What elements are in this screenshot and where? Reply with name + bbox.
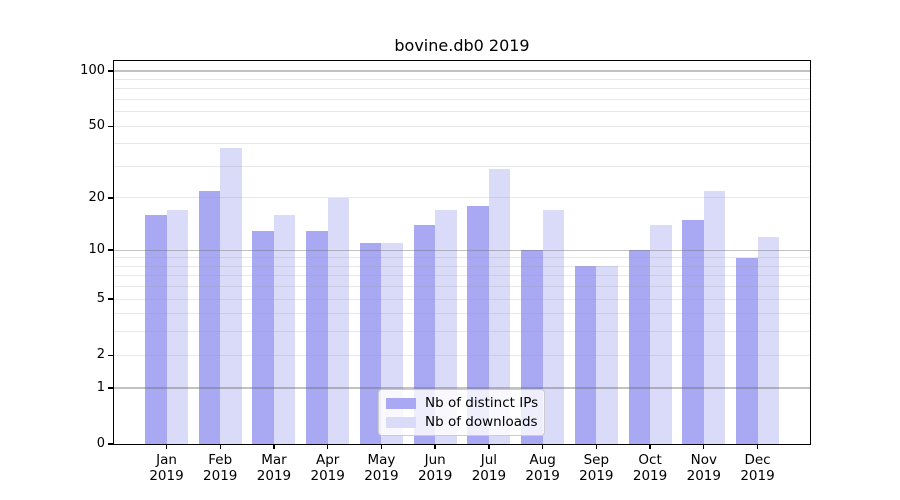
x-axis-tick-label-Dec: Dec 2019 — [740, 452, 775, 484]
x-axis-tick-Sep — [595, 444, 598, 449]
x-axis-tick-label-Feb: Feb 2019 — [203, 452, 238, 484]
y-axis-tick-2 — [108, 354, 113, 356]
gridline-major-10 — [114, 249, 810, 251]
y-axis-tick-10 — [108, 249, 113, 251]
x-axis-tick-Nov — [703, 444, 705, 449]
y-axis-tick-100 — [108, 70, 113, 72]
bar-dl-Jul — [488, 169, 511, 444]
x-axis-tick-Apr — [326, 444, 329, 449]
gridline-minor-5 — [114, 298, 810, 300]
bar-dl-Dec — [757, 236, 780, 444]
gridline-minor-50 — [114, 125, 810, 127]
gridline-minor-30 — [114, 165, 810, 167]
gridline-major-1 — [114, 387, 810, 389]
y-axis-tick-label-20: 20 — [88, 189, 105, 205]
gridline-minor-7 — [114, 275, 810, 277]
legend: Nb of distinct IPs Nb of downloads — [378, 389, 545, 436]
bar-ips-Nov — [682, 219, 704, 444]
x-axis-tick-Aug — [541, 444, 544, 449]
legend-label-distinct-ips: Nb of distinct IPs — [425, 395, 539, 411]
y-axis-tick-50 — [108, 125, 113, 127]
bar-ips-Apr — [306, 230, 328, 444]
x-axis-tick-label-Jun: Jun 2019 — [417, 452, 453, 484]
y-axis-tick-label-10: 10 — [88, 242, 105, 258]
y-axis-tick-label-50: 50 — [88, 118, 105, 134]
y-axis-tick-label-5: 5 — [96, 291, 105, 307]
x-axis-tick-Jun — [434, 444, 436, 449]
legend-swatch-downloads — [386, 416, 416, 428]
chart-title: bovine.db0 2019 — [394, 36, 530, 55]
x-axis-tick-label-May: May 2019 — [364, 452, 399, 484]
x-axis-tick-Jan — [165, 444, 168, 449]
y-axis-tick-5 — [108, 298, 113, 300]
gridline-minor-4 — [114, 313, 810, 315]
x-axis-tick-Feb — [219, 444, 221, 449]
y-axis-tick-20 — [108, 197, 113, 199]
x-axis-tick-label-Sep: Sep 2019 — [579, 452, 614, 484]
x-axis-tick-label-Nov: Nov 2019 — [686, 452, 721, 484]
legend-item-downloads: Nb of downloads — [386, 415, 544, 429]
y-axis-tick-label-1: 1 — [96, 379, 105, 395]
bar-ips-Mar — [252, 230, 274, 444]
gridline-minor-60 — [114, 111, 810, 113]
x-axis-tick-Dec — [756, 444, 759, 449]
gridline-minor-80 — [114, 88, 810, 90]
bar-dl-Aug — [542, 210, 565, 444]
gridline-minor-40 — [114, 143, 810, 145]
gridline-minor-20 — [114, 197, 810, 199]
bar-dl-Jan — [166, 210, 188, 444]
x-axis-tick-label-Aug: Aug 2019 — [525, 452, 560, 484]
bar-dl-Sep — [596, 266, 618, 444]
bar-ips-Jan — [145, 215, 167, 444]
gridline-major-100 — [114, 70, 810, 72]
y-axis-tick-1 — [108, 387, 113, 389]
y-axis-tick-label-0: 0 — [96, 436, 105, 451]
x-axis-tick-label-Oct: Oct 2019 — [632, 452, 668, 484]
x-axis-tick-label-Jan: Jan 2019 — [149, 452, 184, 484]
gridline-minor-70 — [114, 98, 810, 100]
gridline-minor-8 — [114, 265, 810, 267]
y-axis-tick-0 — [108, 443, 113, 445]
bar-ips-Oct — [628, 250, 651, 444]
bar-ips-Feb — [198, 190, 221, 444]
x-axis-tick-Oct — [649, 444, 651, 449]
legend-swatch-distinct-ips — [386, 397, 416, 409]
y-axis-tick-label-100: 100 — [80, 63, 105, 78]
gridline-minor-2 — [114, 354, 810, 356]
x-axis-tick-label-Apr: Apr 2019 — [310, 452, 345, 484]
gridline-minor-6 — [114, 286, 810, 288]
x-axis-tick-Mar — [273, 444, 275, 449]
bar-dl-Jun — [435, 210, 457, 444]
bar-dl-Feb — [220, 147, 242, 444]
bar-dl-Nov — [703, 190, 726, 444]
y-axis-tick-label-2: 2 — [96, 347, 105, 363]
x-axis-tick-label-Mar: Mar 2019 — [256, 452, 292, 484]
bar-dl-Oct — [650, 225, 672, 444]
gridline-minor-3 — [114, 331, 810, 333]
gridline-minor-9 — [114, 257, 810, 259]
x-axis-tick-Jul — [488, 444, 490, 449]
x-axis-tick-label-Jul: Jul 2019 — [471, 452, 507, 484]
legend-item-distinct-ips: Nb of distinct IPs — [386, 396, 544, 410]
bar-dl-Mar — [273, 215, 296, 444]
bar-ips-Jul — [467, 206, 489, 444]
bar-dl-Apr — [327, 197, 350, 444]
legend-label-downloads: Nb of downloads — [425, 414, 538, 430]
bar-ips-Dec — [736, 257, 758, 444]
bar-ips-May — [359, 243, 382, 444]
bar-ips-Sep — [574, 266, 597, 444]
x-axis-tick-May — [380, 444, 383, 449]
gridline-minor-90 — [114, 78, 810, 80]
